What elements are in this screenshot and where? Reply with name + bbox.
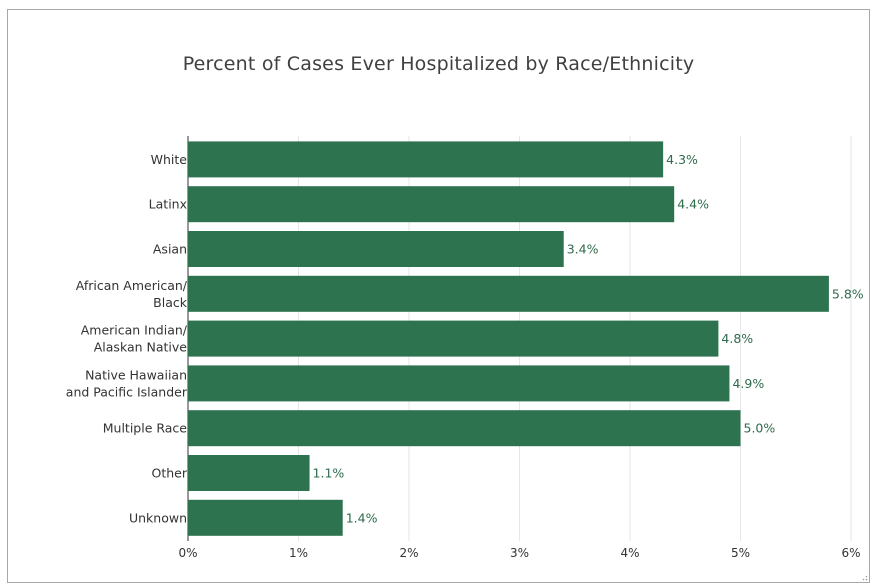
category-label: Black xyxy=(153,295,188,310)
value-label: 1.1% xyxy=(313,466,345,481)
category-label: White xyxy=(151,152,188,167)
category-label: African American/ xyxy=(76,278,188,293)
x-tick-label: 1% xyxy=(289,546,308,560)
x-tick-label: 5% xyxy=(731,546,750,560)
bar xyxy=(188,455,310,491)
category-label: and Pacific Islander xyxy=(66,384,188,399)
value-label: 5.0% xyxy=(744,421,776,436)
category-label: Asian xyxy=(153,242,187,257)
value-label: 4.8% xyxy=(721,331,753,346)
value-label: 5.8% xyxy=(832,286,864,301)
category-label: Alaskan Native xyxy=(94,340,188,355)
x-tick-label: 6% xyxy=(841,546,860,560)
category-label: Native Hawaiian xyxy=(85,367,187,382)
bar xyxy=(188,320,719,357)
bar xyxy=(188,141,664,178)
value-label: 1.4% xyxy=(346,510,378,525)
x-tick-label: 3% xyxy=(510,546,529,560)
resize-grip-icon[interactable] xyxy=(860,573,868,581)
category-label: Other xyxy=(152,466,188,481)
category-label: Multiple Race xyxy=(103,421,188,436)
value-label: 4.4% xyxy=(677,197,709,212)
chart-title: Percent of Cases Ever Hospitalized by Ra… xyxy=(182,53,695,75)
x-tick-label: 0% xyxy=(178,546,197,560)
bar xyxy=(188,365,730,402)
x-tick-label: 2% xyxy=(399,546,418,560)
category-label: American Indian/ xyxy=(81,323,188,338)
value-label: 3.4% xyxy=(567,242,599,257)
bar xyxy=(188,275,829,312)
x-tick-label: 4% xyxy=(620,546,639,560)
bar xyxy=(188,410,741,447)
value-label: 4.9% xyxy=(732,376,764,391)
value-label: 4.3% xyxy=(666,152,698,167)
bar xyxy=(188,231,564,267)
bar xyxy=(188,186,675,223)
bar xyxy=(188,499,343,536)
category-label: Unknown xyxy=(129,510,187,525)
category-label: Latinx xyxy=(149,197,187,212)
